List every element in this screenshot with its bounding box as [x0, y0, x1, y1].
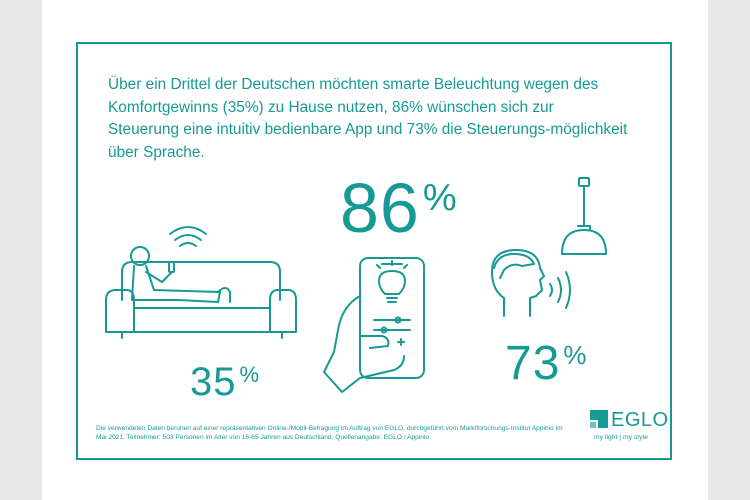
eglo-logo: EGLO my light | my style: [590, 410, 670, 450]
headline-text: Über ein Drittel der Deutschen möchten s…: [108, 76, 628, 161]
infographic-frame: [76, 42, 672, 460]
illustrations: [105, 177, 607, 393]
head-speaking-icon: [491, 249, 545, 317]
voice-control-stat: 73%: [505, 340, 587, 388]
smartphone-app-icon: [323, 257, 425, 393]
pendant-lamp-icon: [561, 177, 607, 255]
app-control-unit: %: [422, 177, 457, 219]
logo-wordmark: EGLO: [611, 409, 669, 431]
eglo-logo-mark: [590, 410, 608, 428]
infographic-card: Über ein Drittel der Deutschen möchten s…: [42, 0, 708, 500]
app-control-value: 86: [340, 169, 420, 247]
sound-waves-icon: [549, 271, 571, 309]
voice-control-unit: %: [563, 340, 587, 370]
source-footnote: Die verwendeten Daten beruhen auf einer …: [96, 425, 563, 441]
logo-tagline: my light | my style: [594, 434, 648, 441]
comfort-value: 35: [190, 360, 237, 404]
wireless-signal-icon: [169, 226, 207, 247]
voice-control-value: 73: [505, 337, 561, 390]
app-control-stat: 86%: [340, 173, 457, 243]
lightbulb-icon: [376, 260, 408, 303]
person-on-sofa-icon: [105, 246, 297, 339]
comfort-stat: 35%: [190, 362, 259, 402]
comfort-unit: %: [239, 362, 260, 387]
